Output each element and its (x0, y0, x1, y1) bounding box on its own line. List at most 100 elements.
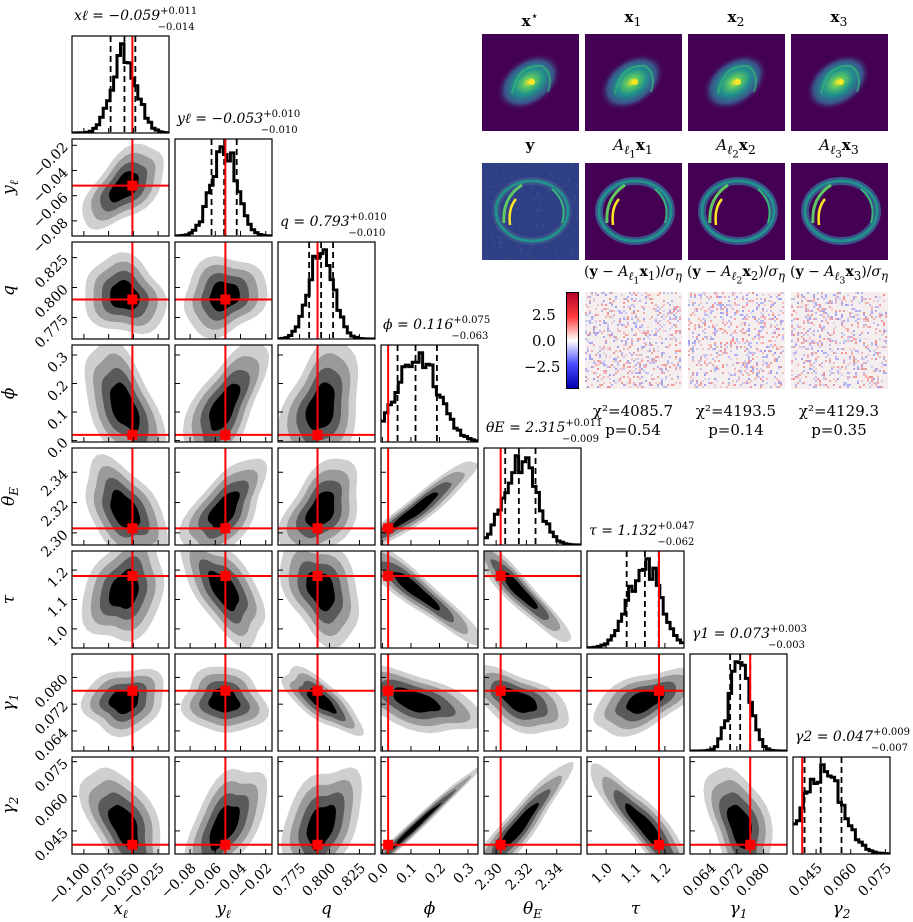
hist-q (278, 248, 375, 339)
title-x_l: xℓ = −0.059+0.011 (74, 6, 197, 24)
title-theta_E: θE = 2.315+0.011 (486, 418, 602, 436)
galaxy-x-star (482, 34, 579, 131)
panel-theta_E-vs-y_l (174, 447, 273, 546)
truth-marker-q-gamma_2 (312, 839, 323, 850)
contour-gamma_1-gamma_2-3 (726, 804, 752, 850)
frame-4-3 (380, 447, 479, 546)
panel-theta_E-vs-x_l: 2.302.322.34 (38, 447, 170, 561)
title-minus-y_l: −0.010 (261, 125, 298, 136)
frame-5-5 (586, 550, 685, 649)
contour-q-theta_E-3 (305, 491, 335, 528)
frame-7-4 (483, 756, 582, 855)
truth-marker-y_l-phi (220, 429, 231, 440)
frame-0-0 (71, 35, 170, 134)
frame-4-0 (71, 447, 170, 546)
truth-marker-gamma_1-gamma_2 (745, 839, 756, 850)
xtick-label-gamma_2-0: 0.045 (786, 860, 826, 900)
ylabel-gamma_1: γ1 (0, 694, 21, 712)
truth-marker-x_l-tau (127, 570, 138, 581)
xtick-label-q-0: 0.775 (270, 860, 310, 900)
truth-marker-phi-tau (383, 570, 394, 581)
image-A2x2 (688, 163, 785, 260)
image-y (482, 163, 579, 260)
truth-marker-x_l-y_l (127, 180, 138, 191)
panel-tau-vs-y_l (174, 550, 273, 649)
xtick-label-theta_E-0: 2.30 (472, 860, 505, 893)
contour-q-gamma_2-3 (306, 804, 336, 851)
xlabel-y_l: yℓ (215, 899, 231, 921)
xtick-label-tau-2: 1.2 (647, 860, 674, 887)
ytick-label-q-1: 0.800 (32, 282, 72, 322)
truth-marker-q-gamma_1 (312, 685, 323, 696)
xtick-label-phi-2: 0.2 (422, 860, 449, 887)
truth-marker-y_l-gamma_1 (220, 685, 231, 696)
frame-4-4 (483, 447, 582, 546)
truth-marker-phi-gamma_1 (383, 685, 394, 696)
panel-gamma_2-vs-phi: 0.0 0.1 0.2 0.3 (365, 756, 479, 887)
frame-2-0 (71, 241, 170, 340)
xlabel-gamma_1: γ1 (730, 899, 748, 921)
ytick-label-phi-2: 0.2 (45, 378, 72, 405)
panel-y_l-vs-y_l: yℓ = −0.053+0.010−0.010 (174, 109, 300, 237)
ytick-label-theta_E-0: 2.30 (38, 527, 71, 560)
truth-marker-x_l-gamma_2 (127, 839, 138, 850)
title-minus-phi: −0.063 (451, 331, 488, 342)
xtick-label-theta_E-2: 2.34 (533, 860, 566, 893)
panel-phi-vs-q (277, 344, 376, 443)
frame-2-1 (174, 241, 273, 340)
contour-phi-gamma_1-3 (393, 687, 441, 713)
panel-tau-vs-tau: τ = 1.132+0.047−0.062 (586, 521, 694, 649)
panel-tau-vs-phi (380, 550, 479, 649)
title-minus-q: −0.010 (348, 228, 385, 239)
title-gamma_2: γ2 = 0.047+0.009 (795, 727, 910, 745)
truth-marker-theta_E-gamma_2 (495, 839, 506, 850)
contour-phi-gamma_2-3 (391, 802, 442, 850)
contour-theta_E-gamma_2-3 (501, 802, 539, 849)
ylabel-theta_E: θE (0, 487, 21, 506)
title-minus-gamma_2: −0.007 (871, 743, 908, 754)
frame-6-6 (689, 653, 788, 752)
image-A3x3 (791, 163, 888, 260)
title-q: q = 0.793+0.010 (280, 212, 387, 230)
xlabel-phi: ϕ (424, 899, 436, 919)
xtick-label-gamma_2-2: 0.075 (855, 860, 895, 900)
ytick-label-gamma_2-2: 0.075 (32, 756, 72, 796)
image-x1 (585, 34, 682, 131)
image-A1x1 (585, 163, 682, 260)
xtick-label-tau-1: 1.1 (618, 860, 645, 887)
truth-marker-theta_E-tau (495, 570, 506, 581)
xlabel-theta_E: θE (523, 899, 542, 921)
ytick-label-gamma_2-1: 0.060 (32, 791, 72, 831)
lens-A2x2 (688, 163, 785, 260)
ylabel-tau: τ (0, 594, 19, 604)
ytick-label-phi-3: 0.3 (45, 349, 72, 376)
panel-q-vs-y_l (174, 241, 273, 340)
frame-7-3 (380, 756, 479, 855)
panel-phi-vs-x_l: 0.00.10.20.3 (45, 344, 170, 462)
truth-marker-x_l-phi (127, 429, 138, 440)
ytick-label-tau-1: 1.1 (45, 594, 72, 621)
ylabel-gamma_2: γ2 (0, 797, 21, 815)
panel-tau-vs-x_l: 1.01.1 1.2 (45, 550, 170, 650)
image-x3 (791, 34, 888, 131)
title-phi: ϕ = 0.116+0.075 (383, 315, 490, 333)
contour-phi-tau-3 (392, 572, 440, 611)
panel-x_l-vs-x_l: xℓ = −0.059+0.011−0.014 (71, 6, 197, 134)
residual-1 (585, 292, 682, 389)
ytick-label-theta_E-1: 2.32 (38, 497, 71, 530)
panel-theta_E-vs-theta_E: θE = 2.315+0.011−0.009 (483, 418, 602, 546)
frame-6-2 (277, 653, 376, 752)
title-minus-x_l: −0.014 (158, 22, 195, 33)
frame-6-4 (483, 653, 582, 752)
contour-x_l-y_l-3 (109, 171, 139, 203)
contour-y_l-tau-3 (208, 570, 240, 612)
frame-7-1 (174, 756, 273, 855)
panel-gamma_2-vs-tau: 1.0 1.1 1.2 (586, 756, 685, 887)
title-minus-gamma_1: −0.003 (768, 640, 805, 651)
truth-marker-y_l-q (220, 294, 231, 305)
panel-gamma_2-vs-y_l: −0.08−0.06−0.04−0.02 (158, 756, 275, 902)
panel-y_l-vs-x_l: −0.08−0.06−0.04−0.02 (30, 138, 170, 257)
panel-theta_E-vs-q (277, 447, 376, 546)
